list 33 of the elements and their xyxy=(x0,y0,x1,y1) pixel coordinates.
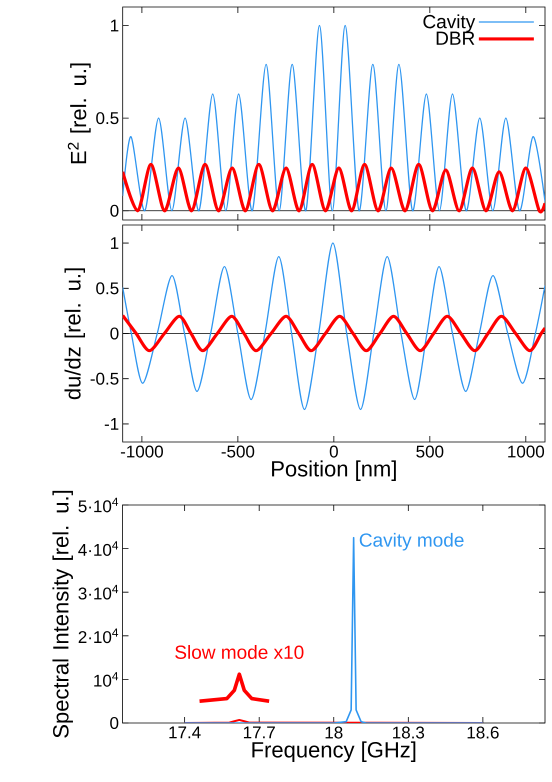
y-tick-label: 1 xyxy=(111,20,118,32)
x-tick-label: -500 xyxy=(222,446,254,458)
x-tick-label: -1000 xyxy=(120,446,163,458)
y-axis-title: E$^{2}$ [rel. u.] xyxy=(68,63,91,164)
y-tick-label: 4·10$^{4}$ xyxy=(78,541,118,556)
series-label: Cavity mode xyxy=(360,532,464,551)
y-tick-label: 0 xyxy=(110,716,118,730)
x-tick-label: 17.4 xyxy=(169,726,201,738)
x-tick-label: 17.7 xyxy=(244,726,275,738)
x-tick-label: 1000 xyxy=(508,446,544,458)
x-tick-label: 18.6 xyxy=(468,726,499,739)
y-tick-label: 0.5 xyxy=(96,112,118,124)
x-tick-label: 500 xyxy=(416,446,444,458)
y-tick-label: 0 xyxy=(110,327,119,340)
y-tick-label: 1 xyxy=(111,237,118,249)
y-axis-title: Spectral Intensity [rel. u.] xyxy=(52,490,73,738)
y-tick-label: -1 xyxy=(104,418,118,430)
y-tick-label: 10$^{4}$ xyxy=(94,672,118,687)
y-tick-label: 5·10$^{4}$ xyxy=(78,498,118,512)
y-tick-label: -0.5 xyxy=(90,372,118,385)
x-tick-label: 18 xyxy=(326,726,342,739)
x-tick-label: 18.3 xyxy=(393,726,424,739)
x-axis-title: Position [nm] xyxy=(272,460,396,481)
x-axis-title: Frequency [GHz] xyxy=(252,741,416,762)
x-tick-label: 0 xyxy=(330,446,338,458)
y-tick-label: 3·10$^{4}$ xyxy=(78,584,118,600)
legend-label: Cavity xyxy=(423,14,476,32)
legend-label: DBR xyxy=(436,32,474,45)
y-axis-title: du/dz [rel. u.] xyxy=(64,268,86,400)
series-label: Slow mode x10 xyxy=(175,645,304,659)
y-tick-label: 0.5 xyxy=(96,282,118,294)
y-tick-label: 2·10$^{4}$ xyxy=(78,628,118,644)
y-tick-label: 0 xyxy=(110,204,119,217)
